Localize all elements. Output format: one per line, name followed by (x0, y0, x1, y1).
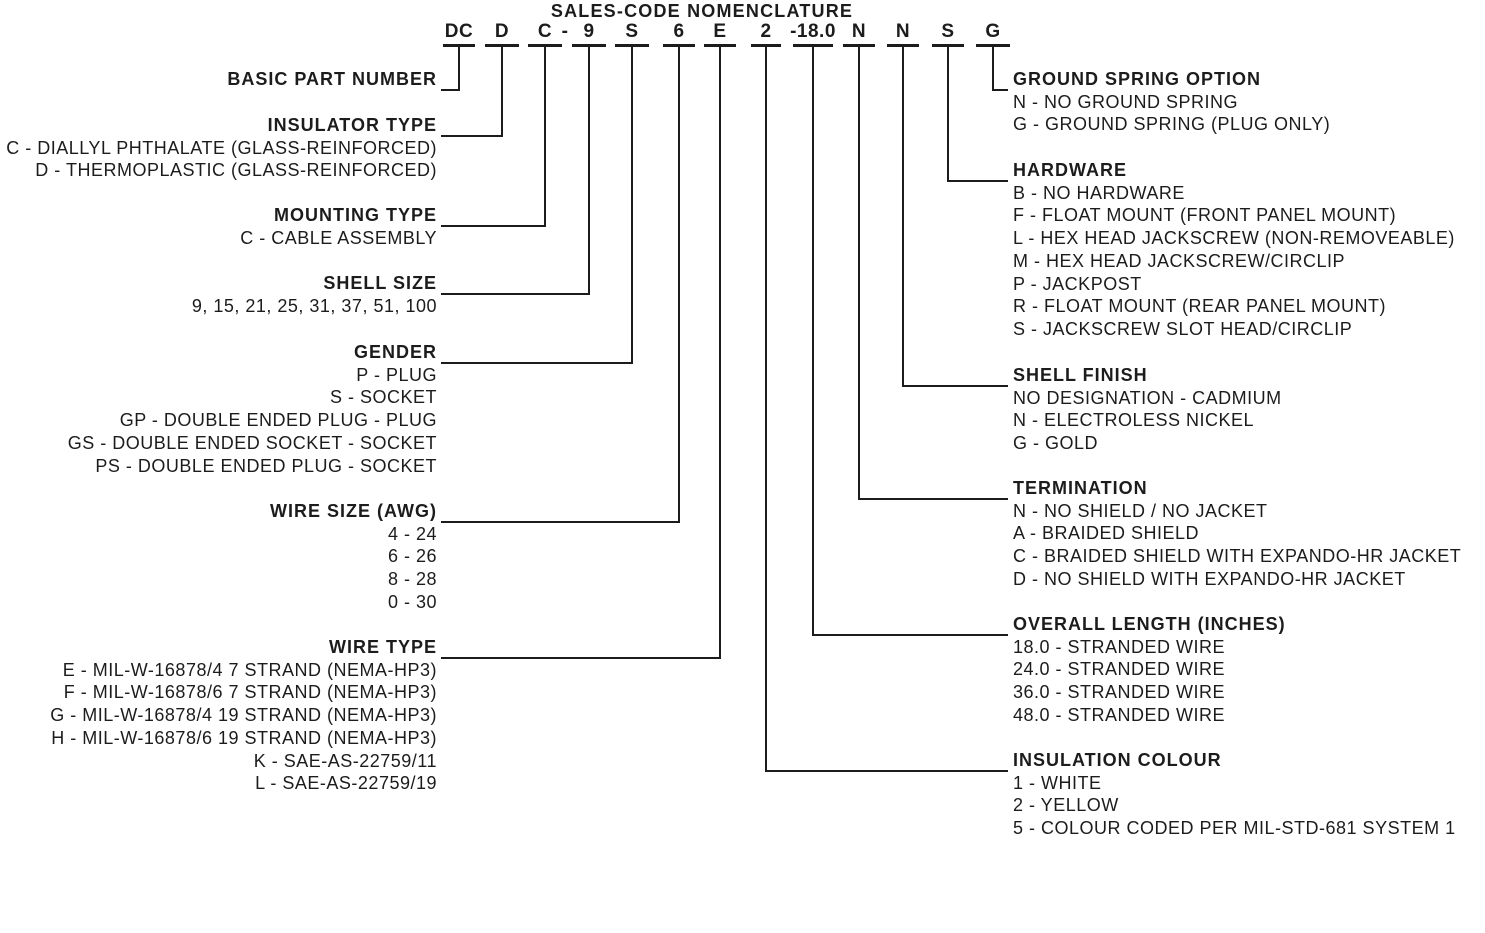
option-item-shell-finish: N - ELECTROLESS NICKEL (1013, 410, 1255, 431)
code-separator: - (561, 21, 569, 42)
option-item-termination: A - BRAIDED SHIELD (1013, 523, 1200, 544)
option-item-wire-type: G - MIL-W-16878/4 19 STRAND (NEMA-HP3) (50, 705, 437, 726)
option-item-ground-spring-option: G - GROUND SPRING (PLUG ONLY) (1013, 114, 1331, 135)
connector-line (992, 47, 1008, 91)
option-item-gender: GP - DOUBLE ENDED PLUG - PLUG (119, 410, 437, 431)
connector-line (812, 47, 1008, 636)
option-item-wire-size-awg: 4 - 24 (387, 523, 437, 544)
option-item-wire-size-awg: 8 - 28 (387, 569, 437, 590)
connector-line (858, 47, 1008, 500)
option-item-overall-length-inches: 18.0 - STRANDED WIRE (1013, 636, 1226, 657)
option-item-insulation-colour: 2 - YELLOW (1013, 795, 1119, 816)
section-heading-shell-size: SHELL SIZE (323, 273, 437, 293)
section-heading-mounting-type: MOUNTING TYPE (273, 205, 437, 225)
option-item-hardware: L - HEX HEAD JACKSCREW (NON-REMOVEABLE) (1013, 228, 1455, 249)
code-token-basic-part-number: DC (444, 21, 474, 42)
code-token-hardware: S (941, 21, 955, 42)
connector-line (441, 47, 721, 659)
section-heading-insulation-colour: INSULATION COLOUR (1013, 750, 1222, 770)
connector-line (441, 47, 680, 523)
option-item-wire-type: L - SAE-AS-22759/19 (255, 773, 437, 794)
connector-line (902, 47, 1008, 387)
section-heading-wire-size-awg: WIRE SIZE (AWG) (270, 501, 437, 521)
option-item-hardware: F - FLOAT MOUNT (FRONT PANEL MOUNT) (1013, 205, 1397, 226)
option-item-shell-finish: NO DESIGNATION - CADMIUM (1013, 387, 1282, 408)
option-item-termination: N - NO SHIELD / NO JACKET (1013, 500, 1268, 521)
option-item-hardware: R - FLOAT MOUNT (REAR PANEL MOUNT) (1013, 296, 1387, 317)
code-token-wire-size-awg: 6 (673, 21, 685, 42)
connector-line (441, 47, 503, 137)
option-item-gender: GS - DOUBLE ENDED SOCKET - SOCKET (67, 432, 437, 453)
section-heading-insulator-type: INSULATOR TYPE (267, 115, 437, 135)
connector-line (947, 47, 1008, 182)
section-heading-hardware: HARDWARE (1013, 160, 1127, 180)
option-item-overall-length-inches: 36.0 - STRANDED WIRE (1013, 682, 1226, 703)
code-token-insulation-colour: 2 (760, 21, 772, 42)
option-item-gender: PS - DOUBLE ENDED PLUG - SOCKET (95, 455, 437, 476)
option-item-wire-size-awg: 0 - 30 (387, 591, 437, 612)
option-item-ground-spring-option: N - NO GROUND SPRING (1013, 91, 1239, 112)
code-token-termination: N (851, 21, 867, 42)
option-item-overall-length-inches: 24.0 - STRANDED WIRE (1013, 659, 1226, 680)
section-heading-termination: TERMINATION (1013, 478, 1148, 498)
connector-line (441, 47, 634, 365)
option-item-insulation-colour: 5 - COLOUR CODED PER MIL-STD-681 SYSTEM … (1013, 818, 1456, 839)
connector-line (441, 47, 460, 91)
option-item-hardware: B - NO HARDWARE (1013, 182, 1185, 203)
code-token-gender: S (625, 21, 639, 42)
code-token-shell-finish: N (895, 21, 911, 42)
section-heading-ground-spring-option: GROUND SPRING OPTION (1013, 69, 1262, 89)
option-item-wire-type: H - MIL-W-16878/6 19 STRAND (NEMA-HP3) (51, 727, 437, 748)
option-item-insulator-type: D - THERMOPLASTIC (GLASS-REINFORCED) (35, 160, 437, 181)
option-item-wire-type: F - MIL-W-16878/6 7 STRAND (NEMA-HP3) (63, 682, 437, 703)
option-item-mounting-type: C - CABLE ASSEMBLY (240, 227, 437, 248)
connector-line (765, 47, 1008, 772)
section-heading-overall-length-inches: OVERALL LENGTH (INCHES) (1013, 614, 1286, 634)
code-token-insulator-type: D (494, 21, 510, 42)
option-item-shell-size: 9, 15, 21, 25, 31, 37, 51, 100 (191, 295, 437, 316)
option-item-wire-type: E - MIL-W-16878/4 7 STRAND (NEMA-HP3) (62, 659, 437, 680)
code-token-wire-type: E (713, 21, 727, 42)
option-item-hardware: P - JACKPOST (1013, 273, 1142, 294)
diagram-title: SALES-CODE NOMENCLATURE (550, 1, 854, 21)
code-token-shell-size: 9 (583, 21, 595, 42)
code-token-ground-spring-option: G (985, 21, 1001, 42)
option-item-gender: S - SOCKET (329, 387, 437, 408)
option-item-termination: C - BRAIDED SHIELD WITH EXPANDO-HR JACKE… (1013, 546, 1462, 567)
option-item-hardware: S - JACKSCREW SLOT HEAD/CIRCLIP (1013, 318, 1353, 339)
connector-line (441, 47, 590, 295)
option-item-overall-length-inches: 48.0 - STRANDED WIRE (1013, 704, 1226, 725)
option-item-shell-finish: G - GOLD (1013, 433, 1099, 454)
section-heading-shell-finish: SHELL FINISH (1013, 365, 1148, 385)
option-item-termination: D - NO SHIELD WITH EXPANDO-HR JACKET (1013, 568, 1406, 589)
connector-line (441, 47, 546, 227)
option-item-insulator-type: C - DIALLYL PHTHALATE (GLASS-REINFORCED) (6, 137, 437, 158)
option-item-wire-type: K - SAE-AS-22759/11 (253, 750, 437, 771)
option-item-wire-size-awg: 6 - 26 (387, 546, 437, 567)
section-heading-wire-type: WIRE TYPE (328, 637, 437, 657)
option-item-hardware: M - HEX HEAD JACKSCREW/CIRCLIP (1013, 250, 1346, 271)
code-token-overall-length-inches: -18.0 (790, 21, 836, 42)
section-heading-gender: GENDER (353, 342, 437, 362)
option-item-gender: P - PLUG (356, 364, 437, 385)
option-item-insulation-colour: 1 - WHITE (1013, 772, 1102, 793)
section-heading-basic-part-number: BASIC PART NUMBER (227, 69, 437, 89)
code-token-mounting-type: C (537, 21, 553, 42)
